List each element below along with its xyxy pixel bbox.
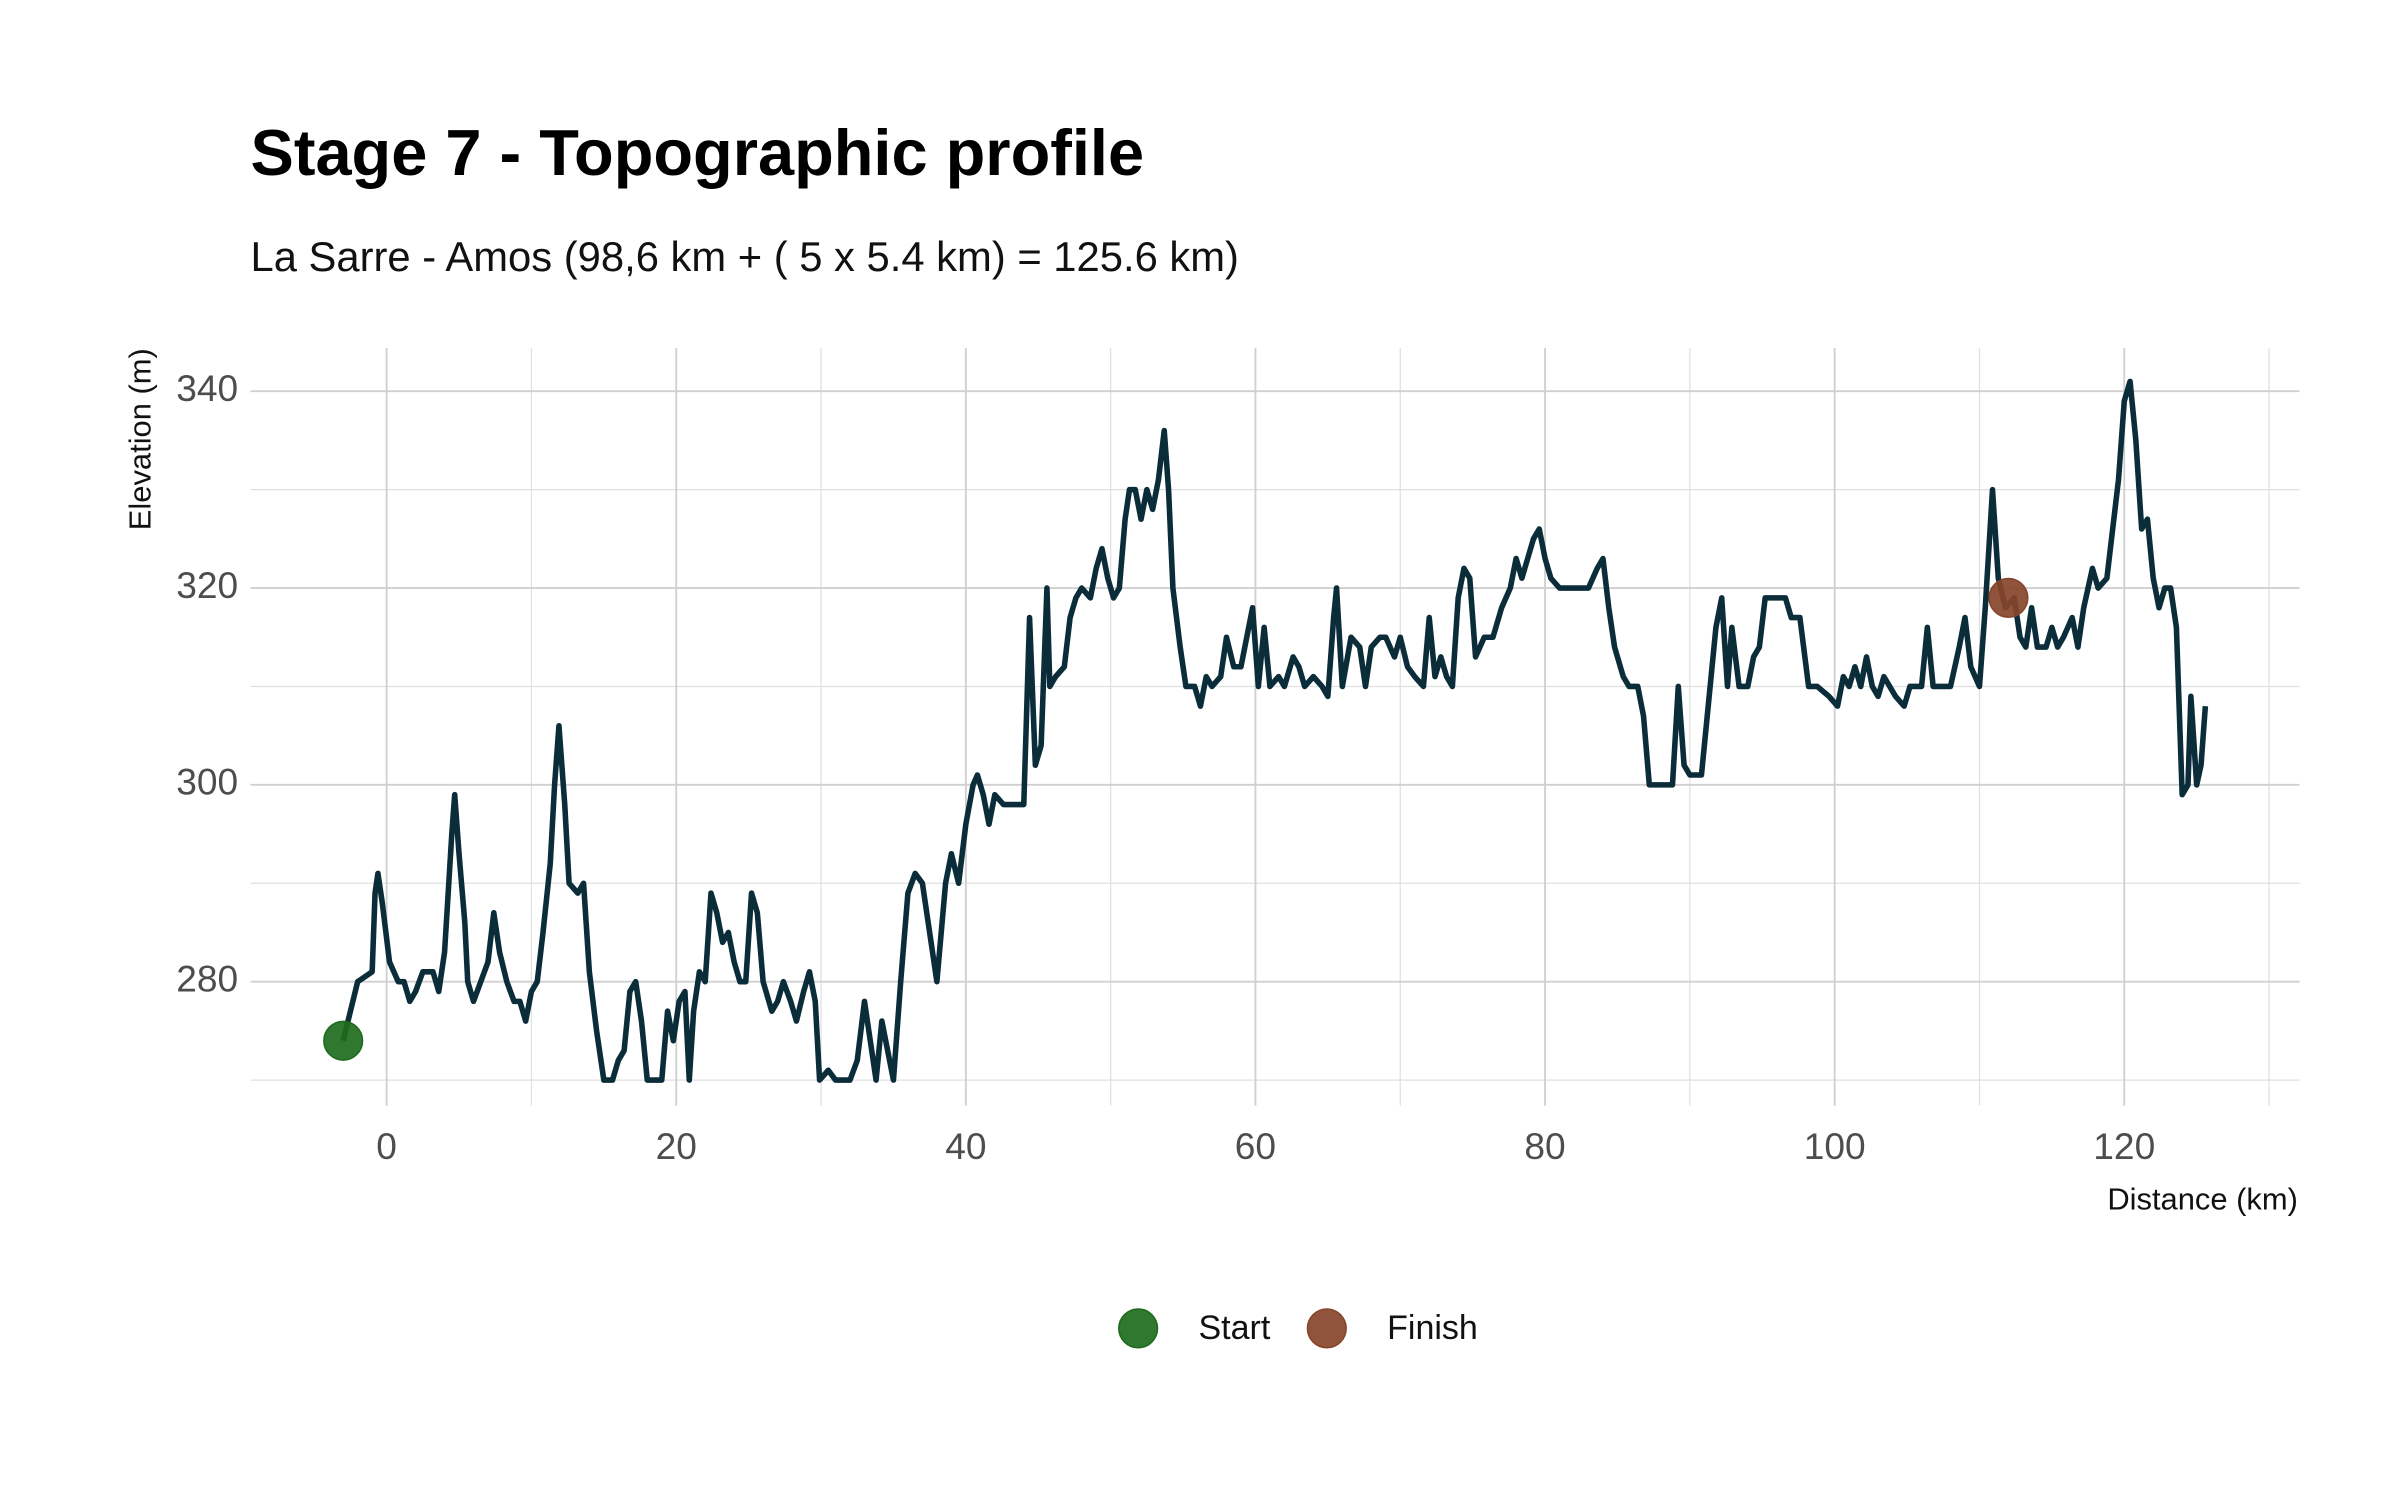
point-marker [323, 1020, 364, 1061]
x-tick-label: 80 [1524, 1125, 1565, 1167]
x-tick-label: 60 [1235, 1125, 1276, 1167]
chart-title: Stage 7 - Topographic profile [251, 116, 1145, 189]
x-tick-label: 120 [2093, 1125, 2155, 1167]
legend: Start Finish [1118, 1308, 1478, 1349]
legend-label: Start [1198, 1309, 1270, 1347]
elevation-line [340, 378, 2209, 1083]
x-tick-label: 100 [1804, 1125, 1866, 1167]
x-tick-label: 20 [656, 1125, 697, 1167]
y-tick-label: 300 [176, 761, 238, 803]
legend-swatch [1306, 1308, 1347, 1349]
legend-label: Finish [1387, 1309, 1478, 1347]
point-marker [1988, 577, 2029, 618]
plot-area [323, 378, 2209, 1083]
y-tick-label: 320 [176, 564, 238, 606]
chart-subtitle: La Sarre - Amos (98,6 km + ( 5 x 5.4 km)… [251, 233, 1239, 280]
legend-swatch [1118, 1308, 1159, 1349]
x-tick-label: 0 [376, 1125, 397, 1167]
y-axis-title: Elevation (m) [122, 348, 157, 530]
x-tick-label: 40 [945, 1125, 986, 1167]
x-axis-title: Distance (km) [2107, 1182, 2298, 1217]
y-tick-label: 280 [176, 957, 238, 999]
y-tick-label: 340 [176, 367, 238, 409]
